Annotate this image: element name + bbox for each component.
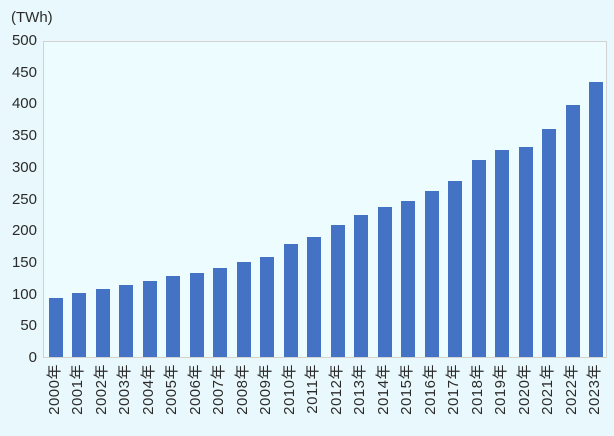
bar (519, 147, 533, 357)
bar (260, 257, 274, 357)
bar (166, 276, 180, 357)
bar (495, 150, 509, 357)
x-tick-label: 2016年 (422, 364, 439, 415)
bar (542, 129, 556, 357)
x-tick-label: 2013年 (351, 364, 368, 415)
bar (72, 293, 86, 357)
x-tick-label: 2014年 (375, 364, 392, 415)
bar (119, 285, 133, 357)
bar (190, 273, 204, 357)
y-tick-label: 450 (11, 63, 37, 81)
x-tick-label: 2000年 (46, 364, 63, 415)
bar (49, 298, 63, 357)
x-tick-label: 2002年 (93, 364, 110, 415)
x-tick-label: 2022年 (563, 364, 580, 415)
x-tick-label: 2008年 (234, 364, 251, 415)
y-tick-label: 50 (20, 317, 37, 335)
x-tick-label: 2011年 (304, 364, 321, 414)
bar (307, 237, 321, 357)
bar (589, 82, 603, 357)
bar (401, 201, 415, 357)
x-tick-label: 2001年 (69, 364, 86, 415)
y-tick-label: 100 (11, 285, 37, 303)
bar (331, 225, 345, 357)
bar (472, 160, 486, 357)
plot-area (43, 41, 607, 358)
x-tick-label: 2003年 (116, 364, 133, 415)
x-tick-label: 2020年 (516, 364, 533, 415)
y-tick-label: 300 (11, 158, 37, 176)
y-tick-label: 250 (11, 190, 37, 208)
bar (425, 191, 439, 357)
bar (143, 281, 157, 357)
x-tick-label: 2009年 (257, 364, 274, 415)
x-tick-label: 2019年 (492, 364, 509, 415)
y-tick-label: 400 (11, 95, 37, 113)
y-tick-label: 200 (11, 222, 37, 240)
bar (237, 262, 251, 357)
bar (213, 268, 227, 357)
x-tick-label: 2004年 (140, 364, 157, 415)
x-tick-label: 2018年 (469, 364, 486, 415)
y-tick-label: 0 (28, 349, 37, 366)
bar (448, 181, 462, 357)
x-tick-label: 2021年 (539, 364, 556, 415)
y-tick-label: 150 (11, 253, 37, 271)
x-tick-label: 2012年 (328, 364, 345, 415)
bar (284, 244, 298, 357)
x-tick-label: 2010年 (281, 364, 298, 415)
x-tick-label: 2017年 (445, 364, 462, 415)
bar (96, 289, 110, 357)
x-tick-label: 2007年 (210, 364, 227, 415)
bar (354, 215, 368, 357)
bar (378, 207, 392, 357)
y-axis-unit-label: (TWh) (11, 9, 53, 26)
x-tick-label: 2005年 (163, 364, 180, 415)
x-tick-label: 2015年 (398, 364, 415, 415)
x-tick-label: 2023年 (586, 364, 603, 415)
y-tick-label: 500 (11, 32, 37, 49)
y-tick-label: 350 (11, 127, 37, 145)
bar (566, 105, 580, 357)
x-tick-label: 2006年 (187, 364, 204, 415)
